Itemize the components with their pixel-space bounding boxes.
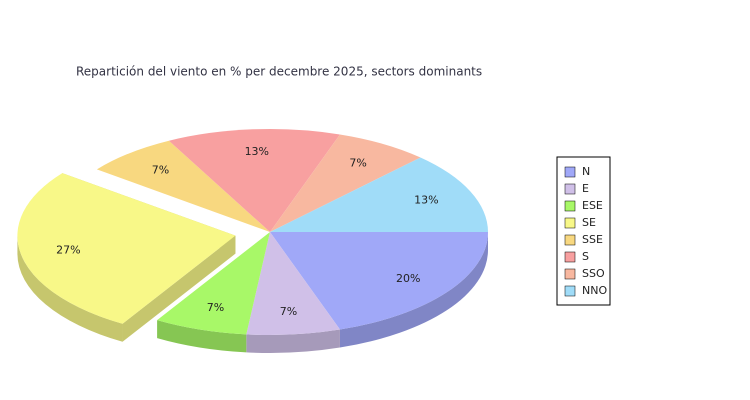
pie-slice <box>246 232 340 336</box>
legend-swatch <box>564 183 576 195</box>
legend-swatch <box>564 285 576 297</box>
legend-swatch <box>564 217 576 229</box>
data-label: 7% <box>207 301 224 314</box>
legend-label: E <box>582 182 589 195</box>
legend-swatch <box>564 166 576 178</box>
data-label: 27% <box>56 244 80 257</box>
legend-label: N <box>582 165 590 178</box>
pie-slice <box>96 140 270 232</box>
slice-side <box>246 329 340 354</box>
slice-side <box>339 232 488 348</box>
legend-label: S <box>582 250 589 263</box>
pie-slice <box>168 128 340 232</box>
data-label: 20% <box>396 272 420 285</box>
data-label: 7% <box>349 156 366 169</box>
slice-side <box>17 235 123 342</box>
pie-slice <box>270 232 488 330</box>
data-label: 13% <box>414 193 438 206</box>
legend-swatch <box>564 268 576 280</box>
legend-label: SSE <box>582 233 603 246</box>
pie-slice <box>270 134 421 232</box>
chart-title: Repartición del viento en % per decembre… <box>76 65 482 79</box>
pie-slice <box>17 173 236 324</box>
slice-side <box>157 320 247 353</box>
legend-label: NNO <box>582 284 607 297</box>
data-label: 13% <box>245 145 269 158</box>
data-label: 7% <box>152 164 169 177</box>
legend-swatch <box>564 251 576 263</box>
slice-edge <box>122 235 236 342</box>
legend-label: SSO <box>582 267 605 280</box>
legend-label: ESE <box>582 199 603 212</box>
data-label: 7% <box>280 305 297 318</box>
legend-label: SE <box>582 216 596 229</box>
pie-slice <box>157 232 270 335</box>
legend-swatch <box>564 234 576 246</box>
legend-box <box>556 156 611 306</box>
pie-slice <box>270 157 488 232</box>
legend-swatch <box>564 200 576 212</box>
